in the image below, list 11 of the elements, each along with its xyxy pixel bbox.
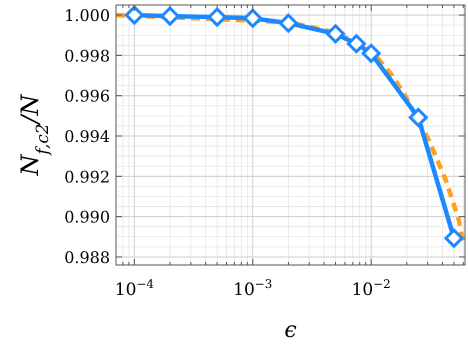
y-tick-label: 0.996	[64, 86, 110, 106]
y-tick-label: 0.990	[64, 208, 110, 227]
y-tick-label: 1.000	[64, 6, 110, 26]
y-tick-label: 0.994	[64, 127, 110, 146]
y-tick-label: 0.998	[64, 46, 110, 66]
x-tick-label: 10$^{−2}$	[352, 277, 391, 300]
x-tick-label: 10$^{−4}$	[114, 277, 154, 300]
x-tick-label: 10$^{−3}$	[233, 277, 272, 300]
y-tick-label: 0.988	[64, 248, 110, 267]
x-axis-title: ϵ	[284, 318, 297, 343]
y-tick-label: 0.992	[64, 167, 110, 186]
